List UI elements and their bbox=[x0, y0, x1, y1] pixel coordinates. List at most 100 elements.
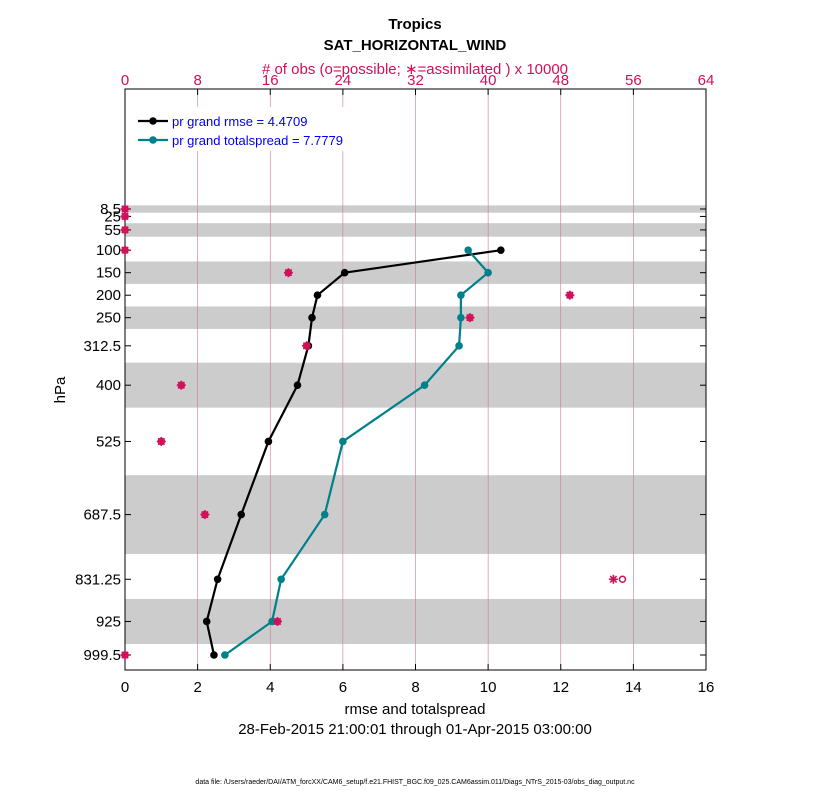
y-tick-label: 200 bbox=[96, 287, 121, 304]
y-tick-label: 312.5 bbox=[83, 338, 121, 355]
top-tick-label: 16 bbox=[262, 72, 279, 89]
y-tick-label: 8.5 bbox=[100, 201, 121, 218]
series-point bbox=[213, 575, 222, 584]
top-tick-label: 40 bbox=[480, 72, 497, 89]
series-point bbox=[308, 313, 316, 322]
obs-assimilated-marker bbox=[120, 225, 130, 235]
obs-assimilated-marker bbox=[156, 436, 166, 446]
series-point bbox=[457, 291, 465, 299]
date-range: 28-Feb-2015 21:00:01 through 01-Apr-2015… bbox=[238, 721, 592, 738]
series-point bbox=[221, 651, 229, 659]
series-point bbox=[313, 291, 322, 299]
series-point bbox=[210, 651, 218, 659]
asterisk-stroke bbox=[177, 381, 186, 389]
y-tick-label: 687.5 bbox=[83, 507, 121, 524]
asterisk-stroke bbox=[566, 291, 574, 299]
series-point bbox=[277, 575, 285, 584]
asterisk-stroke bbox=[609, 575, 618, 584]
series-point bbox=[420, 381, 429, 389]
asterisk-stroke bbox=[121, 226, 129, 234]
axis-ticks: 0 2 4 6 8 10 12 14 160 8 16 24 32 40 48 56 648.525551001… bbox=[75, 72, 714, 696]
y-tick-label: 55 bbox=[104, 222, 121, 239]
y-tick-label: 925 bbox=[96, 613, 121, 630]
x-axis-label: rmse and totalspread bbox=[345, 701, 486, 718]
obs-assimilated-marker bbox=[283, 268, 293, 278]
series-point bbox=[455, 342, 463, 350]
asterisk-stroke bbox=[121, 651, 129, 659]
y-tick-label: 999.5 bbox=[83, 647, 121, 664]
y-tick-label: 831.25 bbox=[75, 571, 121, 588]
top-tick-label: 48 bbox=[552, 72, 569, 89]
obs-assimilated-marker bbox=[176, 380, 186, 390]
chart-subtitle: SAT_HORIZONTAL_WIND bbox=[324, 37, 507, 54]
series-point bbox=[464, 246, 472, 254]
series-point bbox=[457, 313, 465, 322]
legend-label: pr grand rmse = 4.4709 bbox=[172, 114, 308, 129]
obs-assimilated-marker bbox=[273, 616, 283, 626]
asterisk-stroke bbox=[121, 212, 129, 221]
asterisk-stroke bbox=[121, 246, 129, 254]
grid-lines bbox=[197, 89, 634, 670]
asterisk-stroke bbox=[466, 313, 474, 322]
asterisk-stroke bbox=[284, 268, 293, 277]
y-axis-label: hPa bbox=[52, 376, 69, 403]
footnote: data file: /Users/raeder/DAI/ATM_forcXX/… bbox=[195, 779, 635, 786]
obs-assimilated-marker bbox=[565, 290, 575, 300]
obs-assimilated-marker bbox=[120, 245, 130, 255]
top-tick-label: 32 bbox=[407, 72, 424, 89]
obs-assimilated-marker bbox=[120, 650, 130, 660]
series-point bbox=[202, 617, 211, 626]
obs-assimilated-marker bbox=[200, 510, 210, 520]
series-point bbox=[340, 268, 349, 277]
x-tick-label: 8 bbox=[411, 679, 419, 696]
top-tick-label: 8 bbox=[193, 72, 201, 89]
series-point bbox=[268, 617, 276, 626]
series-point bbox=[320, 510, 329, 519]
obs-layer bbox=[120, 204, 627, 660]
x-tick-label: 6 bbox=[339, 679, 347, 696]
obs-assimilated-marker bbox=[465, 313, 475, 323]
series-point bbox=[237, 510, 245, 519]
obs-assimilated-marker bbox=[120, 211, 130, 221]
top-tick-label: 56 bbox=[625, 72, 642, 89]
series-point bbox=[484, 268, 492, 277]
series-2 bbox=[221, 246, 492, 659]
x-tick-label: 10 bbox=[480, 679, 497, 696]
y-tick-label: 100 bbox=[96, 242, 121, 259]
x-tick-label: 16 bbox=[698, 679, 715, 696]
asterisk-stroke bbox=[121, 205, 129, 213]
x-tick-label: 2 bbox=[193, 679, 201, 696]
series-point bbox=[293, 381, 302, 389]
legend-box bbox=[131, 107, 381, 151]
chart-title: Tropics bbox=[388, 16, 441, 33]
series-point bbox=[339, 437, 347, 446]
series-1 bbox=[202, 246, 505, 659]
top-tick-label: 24 bbox=[335, 72, 352, 89]
asterisk-stroke bbox=[201, 510, 209, 519]
x-tick-label: 14 bbox=[625, 679, 642, 696]
y-tick-label: 250 bbox=[96, 310, 121, 327]
series-point bbox=[497, 246, 505, 254]
top-axis-label: # of obs (o=possible; ∗=assimilated ) x … bbox=[262, 61, 568, 78]
legend: pr grand rmse = 4.4709 pr grand totalspre… bbox=[131, 107, 381, 151]
asterisk-stroke bbox=[273, 617, 282, 626]
legend-label: pr grand totalspread = 7.7779 bbox=[172, 133, 343, 148]
x-tick-label: 4 bbox=[266, 679, 274, 696]
asterisk-stroke bbox=[302, 342, 311, 350]
y-tick-label: 150 bbox=[96, 265, 121, 282]
x-tick-label: 0 bbox=[121, 679, 129, 696]
y-tick-label: 525 bbox=[96, 433, 121, 450]
y-tick-label: 25 bbox=[104, 208, 121, 225]
legend-marker bbox=[149, 136, 157, 144]
series-layer bbox=[202, 246, 505, 659]
obs-assimilated-marker bbox=[302, 341, 312, 351]
obs-assimilated-marker bbox=[608, 574, 618, 584]
top-tick-label: 64 bbox=[698, 72, 715, 89]
x-tick-label: 12 bbox=[552, 679, 569, 696]
y-tick-label: 400 bbox=[96, 377, 121, 394]
legend-marker bbox=[149, 117, 157, 125]
obs-possible-marker bbox=[618, 575, 627, 584]
asterisk-stroke bbox=[157, 437, 166, 446]
